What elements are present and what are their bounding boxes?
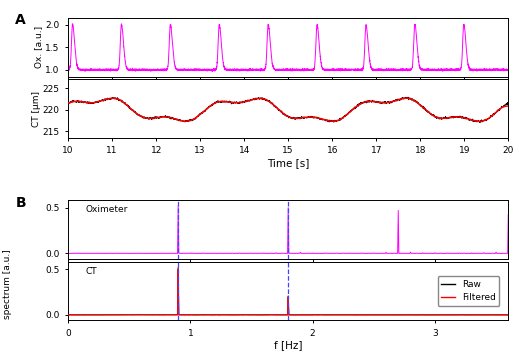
Y-axis label: Ox. [a.u.]: Ox. [a.u.] [34,26,42,68]
Legend: Raw, Filtered: Raw, Filtered [438,276,499,306]
Text: A: A [15,13,26,27]
X-axis label: Time [s]: Time [s] [267,158,309,168]
Text: Oximeter: Oximeter [86,205,128,214]
Text: B: B [15,196,26,210]
Text: CT: CT [86,266,97,275]
X-axis label: f [Hz]: f [Hz] [274,341,302,351]
Y-axis label: CT [μm]: CT [μm] [32,91,41,127]
Text: spectrum [a.u.]: spectrum [a.u.] [3,249,13,319]
